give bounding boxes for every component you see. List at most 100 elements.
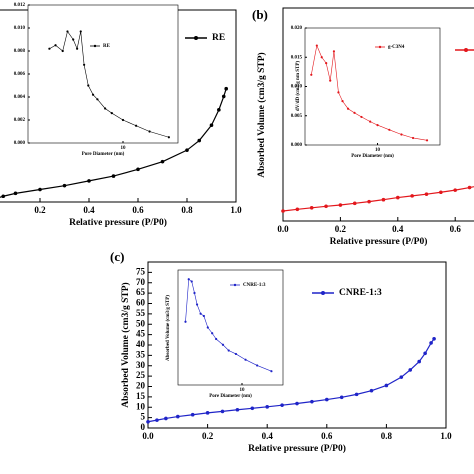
data-point <box>87 179 91 183</box>
x-tick-label: 0.4 <box>392 224 404 234</box>
data-point <box>338 203 343 207</box>
data-point <box>367 199 371 204</box>
y-tick-label: 45 <box>136 329 146 339</box>
data-point <box>227 349 230 352</box>
data-point <box>411 136 415 140</box>
data-point <box>270 370 273 373</box>
data-point <box>224 86 228 91</box>
data-point <box>309 205 314 210</box>
data-point <box>66 30 69 33</box>
data-point <box>38 187 42 192</box>
data-point <box>61 49 64 53</box>
data-point <box>429 341 433 345</box>
x-tick-label: 0.2 <box>335 224 347 234</box>
data-point <box>206 326 209 329</box>
data-point <box>250 406 255 411</box>
data-point <box>193 291 196 295</box>
data-point <box>346 107 350 110</box>
x-axis-label: Relative pressure (P/P0) <box>330 236 428 247</box>
x-tick-label: 0.6 <box>321 431 333 441</box>
data-point <box>369 120 372 123</box>
data-point <box>354 392 359 397</box>
y-tick-label: 25 <box>136 370 146 380</box>
data-point <box>87 84 90 87</box>
inset-legend-label: RE <box>103 44 111 49</box>
data-point <box>417 359 421 364</box>
data-point <box>104 107 107 110</box>
y-tick-label: 30 <box>136 360 146 370</box>
x-tick-label: 10 <box>120 146 126 151</box>
x-tick-label: 1.0 <box>440 431 452 441</box>
data-point <box>399 375 404 379</box>
inset-legend-marker <box>93 44 97 48</box>
inset-legend-label: CNRE-1:3 <box>243 283 266 288</box>
y-tick-label: 0.000 <box>291 143 303 148</box>
data-point <box>136 167 140 172</box>
data-point <box>408 368 413 372</box>
data-point <box>221 343 225 346</box>
data-point <box>155 418 159 422</box>
data-point <box>146 419 150 424</box>
data-point <box>148 130 151 133</box>
series-line <box>185 278 272 372</box>
inset-legend-marker <box>233 283 237 287</box>
data-point <box>467 185 472 190</box>
y-tick-label: 0.010 <box>291 85 303 90</box>
data-point <box>167 136 170 139</box>
x-axis-label: Pore Diameter (nm) <box>351 154 394 159</box>
data-point <box>265 405 270 409</box>
data-point <box>184 320 187 323</box>
y-tick-label: 0.006 <box>14 72 26 77</box>
data-point <box>424 192 429 196</box>
data-point <box>1 194 6 199</box>
y-tick-label: 0.004 <box>14 95 26 100</box>
data-point <box>135 124 138 127</box>
data-point <box>410 194 414 198</box>
data-point <box>48 47 51 50</box>
y-tick-label: 15 <box>136 391 146 401</box>
x-tick-label: 0.0 <box>142 431 154 441</box>
series-line <box>147 338 435 423</box>
data-point <box>96 98 99 101</box>
data-point <box>453 188 458 192</box>
x-tick-label: 0.4 <box>83 205 95 215</box>
data-point <box>185 148 189 152</box>
y-tick-label: 0.012 <box>14 3 26 8</box>
inset-frame <box>177 269 284 386</box>
data-point <box>339 395 344 400</box>
inset-frame <box>304 27 441 146</box>
data-point <box>325 397 329 402</box>
x-tick-label: 0.8 <box>381 431 393 441</box>
data-point <box>54 44 57 47</box>
data-point <box>83 63 86 66</box>
data-point <box>76 47 79 50</box>
data-point <box>352 201 357 206</box>
data-point <box>295 207 300 212</box>
data-point <box>79 30 82 33</box>
inset-frame <box>27 4 179 144</box>
data-point <box>281 209 285 213</box>
data-point <box>91 93 95 96</box>
y-tick-label: 40 <box>136 339 146 349</box>
data-point <box>110 112 113 115</box>
data-point <box>244 358 247 361</box>
x-tick-label: 0.8 <box>181 205 193 215</box>
data-point <box>280 403 284 407</box>
y-tick-label: 35 <box>136 349 146 359</box>
data-point <box>197 138 202 143</box>
x-tick-label: 0.6 <box>132 205 144 215</box>
data-point <box>160 159 165 164</box>
data-point <box>62 183 67 188</box>
data-point <box>215 337 218 341</box>
data-point <box>187 278 190 281</box>
data-point <box>205 411 210 415</box>
inset-y-label: dV/dD (cm3/g nm STP) <box>296 61 301 111</box>
y-tick-label: 10 <box>136 401 146 411</box>
data-point <box>388 128 391 131</box>
legend-label: CNRE-1:3 <box>339 288 382 298</box>
plot-frame <box>282 7 474 222</box>
data-point <box>425 139 429 142</box>
data-point <box>320 56 323 59</box>
